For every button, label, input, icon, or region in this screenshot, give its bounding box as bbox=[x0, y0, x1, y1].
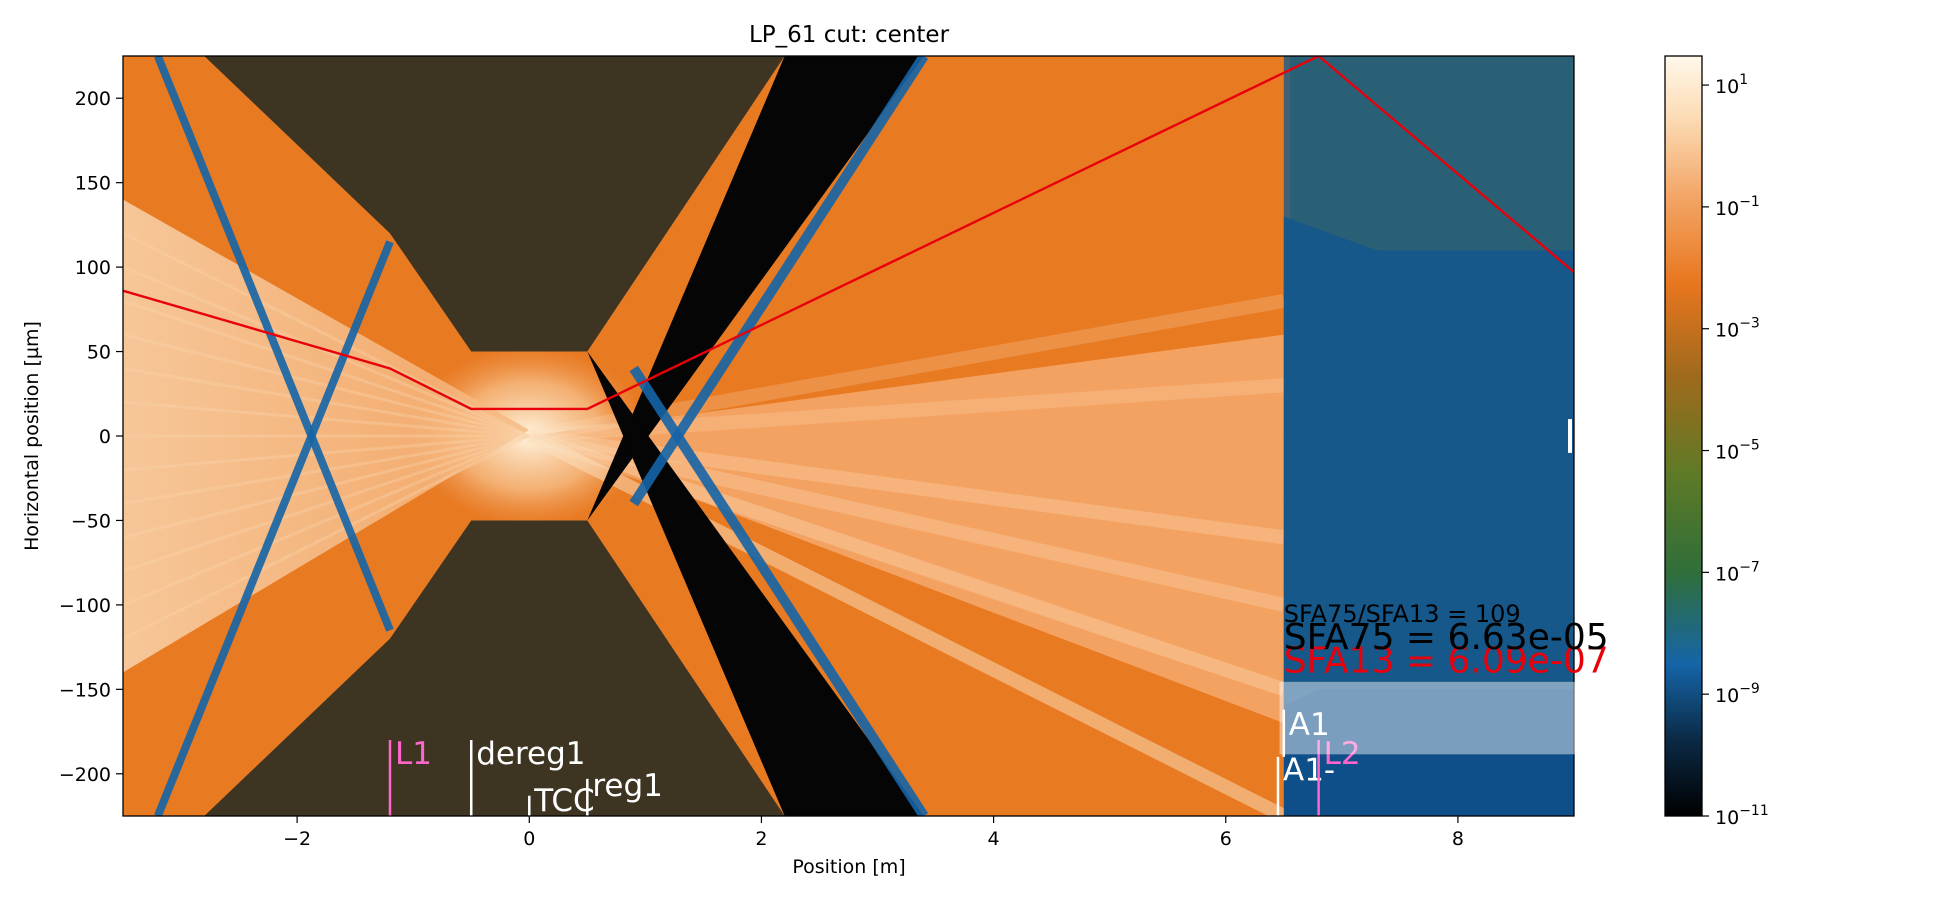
x-tick-label: 2 bbox=[755, 828, 767, 850]
converging-beam bbox=[123, 199, 530, 673]
element-marker-label: reg1 bbox=[592, 768, 663, 804]
input-fringe bbox=[123, 333, 530, 438]
colorbar-tick-label: 10−1 bbox=[1715, 194, 1760, 220]
colorbar-tick-label: 10−3 bbox=[1715, 316, 1760, 342]
element-marker-label: TCC bbox=[533, 783, 594, 819]
y-tick-label: −200 bbox=[59, 764, 111, 786]
aperture-mask-upper bbox=[204, 520, 785, 816]
y-tick-label: −150 bbox=[59, 679, 111, 701]
x-tick-label: 6 bbox=[1220, 828, 1232, 850]
y-tick-label: 200 bbox=[75, 88, 111, 110]
colorbar-tick-label: 10−5 bbox=[1715, 438, 1760, 464]
annotation-text: SFA75/SFA13 = 109 bbox=[1284, 600, 1521, 628]
chart-title: LP_61 cut: center bbox=[749, 22, 950, 48]
x-tick-label: 4 bbox=[988, 828, 1000, 850]
input-fringe bbox=[123, 265, 530, 438]
input-fringe bbox=[123, 434, 530, 472]
colorbar-tick-label: 10−7 bbox=[1715, 559, 1760, 585]
input-fringe bbox=[123, 434, 530, 539]
input-fringe bbox=[123, 434, 530, 607]
input-fringe bbox=[123, 400, 530, 438]
dark-wedge-upper bbox=[587, 56, 924, 521]
y-axis-label: Horizontal position [µm] bbox=[21, 321, 43, 551]
input-fringe bbox=[123, 299, 530, 438]
input-fringe bbox=[123, 434, 530, 641]
element-marker-label: A1- bbox=[1283, 753, 1335, 789]
blue-edge-left-upper bbox=[154, 56, 394, 632]
element-marker-label: L2 bbox=[1324, 736, 1361, 772]
blue-edge-lower bbox=[629, 365, 929, 816]
y-tick-label: 150 bbox=[75, 173, 111, 195]
element-marker-label: A1 bbox=[1289, 707, 1330, 743]
input-fringe bbox=[123, 231, 530, 438]
x-tick-label: −2 bbox=[283, 828, 311, 850]
shadow-region-upper bbox=[1283, 56, 1574, 707]
blue-edge-left-lower bbox=[154, 240, 394, 816]
dark-wedge-lower bbox=[587, 351, 924, 816]
input-fringe bbox=[123, 434, 530, 573]
y-tick-label: 0 bbox=[99, 426, 111, 448]
colorbar bbox=[1664, 55, 1703, 817]
element-marker-label: dereg1 bbox=[476, 736, 585, 772]
y-tick-label: 100 bbox=[75, 257, 111, 279]
diverging-beam bbox=[529, 334, 1284, 724]
blue-edge-upper bbox=[629, 56, 929, 507]
trajectory-line bbox=[123, 56, 1574, 411]
y-tick-label: −50 bbox=[71, 510, 111, 532]
x-tick-label: 8 bbox=[1452, 828, 1464, 850]
annotation-box bbox=[1279, 681, 1579, 755]
colorbar-tick-label: 10−11 bbox=[1715, 803, 1769, 829]
beam-streak bbox=[528, 378, 1285, 443]
colorbar-tick-label: 101 bbox=[1715, 72, 1748, 98]
y-tick-label: −100 bbox=[59, 595, 111, 617]
aperture-mask-lower bbox=[204, 56, 785, 352]
element-marker-label: L1 bbox=[395, 736, 432, 772]
x-tick-label: 0 bbox=[523, 828, 535, 850]
colorbar-tick-label: 10−9 bbox=[1715, 681, 1760, 707]
annotation-text: SFA13 = 6.09e-07 bbox=[1284, 640, 1609, 681]
y-tick-label: 50 bbox=[87, 342, 111, 364]
x-axis-label: Position [m] bbox=[792, 856, 905, 878]
annotation-text: SFA75 = 6.63e-05 bbox=[1284, 617, 1609, 658]
